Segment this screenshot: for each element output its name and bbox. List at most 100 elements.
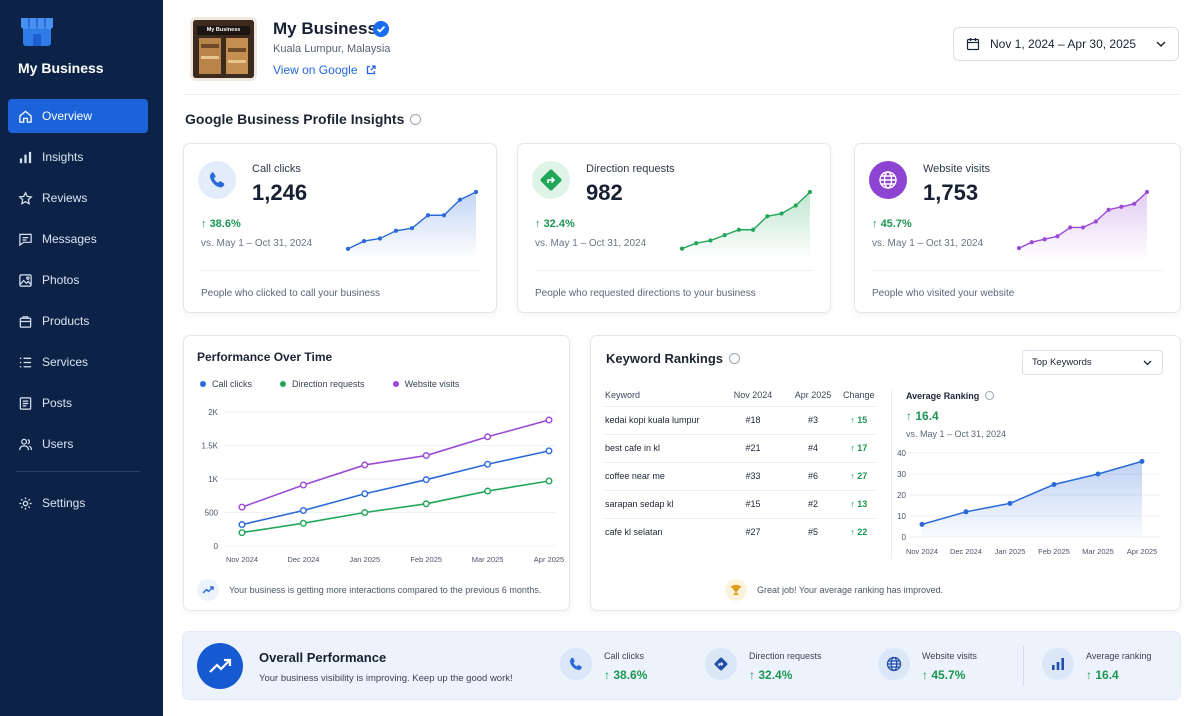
average-ranking-title: Average Ranking [906, 391, 995, 401]
keyword-filter-label: Top Keywords [1032, 357, 1092, 368]
info-icon[interactable] [729, 353, 741, 364]
sparkline-area [348, 192, 476, 260]
overall-item-value: ↑ 38.6% [604, 668, 647, 682]
brand-name: My Business [18, 60, 104, 76]
sparkline-point [361, 238, 367, 244]
sparkline-point [441, 213, 447, 218]
data-point [361, 461, 369, 469]
metric-description: People who requested directions to your … [535, 288, 756, 299]
column-header: Keyword [605, 389, 641, 400]
sidebar-item-insights[interactable]: Insights [8, 140, 148, 174]
info-icon[interactable] [410, 114, 422, 125]
date-range-label: Nov 1, 2024 – Apr 30, 2025 [990, 37, 1137, 51]
x-tick-label: Mar 2025 [1082, 547, 1114, 556]
legend-item[interactable]: Call clicks [200, 379, 266, 389]
up-arrow-icon: ↑ [604, 668, 614, 682]
sidebar-item-label: Reviews [42, 191, 88, 205]
metric-change-value: 32.4% [543, 218, 575, 230]
data-point [361, 490, 369, 498]
change-cell: ↑ 22 [843, 517, 875, 546]
legend-dot [280, 381, 287, 387]
up-arrow-icon: ↑ [850, 499, 858, 509]
metric-label: Website visits [923, 163, 991, 175]
business-name: My Business [273, 19, 377, 38]
legend-label: Website visits [404, 379, 460, 389]
sparkline-point [1055, 234, 1060, 239]
data-point [919, 521, 925, 527]
table-row[interactable]: kedai kopi kuala lumpur #18 #3 ↑ 15 [605, 405, 875, 434]
sparkline-point [1132, 201, 1137, 206]
y-tick-label: 1K [208, 475, 218, 484]
sidebar-item-posts[interactable]: Posts [8, 386, 148, 420]
overall-item-label: Website visits [922, 651, 977, 661]
x-tick-label: Jan 2025 [995, 547, 1026, 556]
trend-up-icon [197, 579, 219, 601]
sidebar-item-users[interactable]: Users [8, 427, 148, 461]
sidebar-item-photos[interactable]: Photos [8, 263, 148, 297]
sidebar-item-overview[interactable]: Overview [8, 99, 148, 133]
table-row[interactable]: coffee near me #33 #6 ↑ 27 [605, 461, 875, 490]
data-point [299, 506, 307, 514]
sparkline-point [1144, 189, 1150, 195]
up-arrow-icon: ↑ [535, 218, 544, 230]
sidebar-item-settings[interactable]: Settings [8, 486, 148, 520]
legend-label: Direction requests [292, 379, 365, 389]
change-value: 15 [857, 415, 868, 425]
sidebar-item-label: Insights [42, 150, 84, 164]
table-row[interactable]: sarapan sedap kl #15 #2 ↑ 13 [605, 489, 875, 518]
change-cell: ↑ 15 [843, 405, 875, 434]
legend-dot [200, 381, 206, 387]
metric-description: People who visited your website [872, 288, 1015, 299]
data-point [484, 487, 492, 495]
home-icon [19, 109, 32, 123]
average-ranking-chart: 0 10 20 30 40 Nov 2024 Dec 2024 Jan 2025 Feb 202… [897, 449, 1160, 556]
star-icon [18, 190, 33, 205]
sparkline-point [377, 236, 383, 241]
apr-rank-cell: #4 [783, 433, 843, 462]
keyword-rankings-title: Keyword Rankings [606, 351, 741, 366]
apr-rank-cell: #2 [783, 489, 843, 518]
table-row[interactable]: best cafe in kl #21 #4 ↑ 17 [605, 433, 875, 462]
sidebar-item-products[interactable]: Products [8, 304, 148, 338]
data-point [238, 521, 246, 529]
ranking-area [922, 461, 1142, 537]
sparkline-area [1019, 192, 1147, 260]
sidebar-item-services[interactable]: Services [8, 345, 148, 379]
sidebar-item-messages[interactable]: Messages [8, 222, 148, 256]
date-range-picker[interactable]: Nov 1, 2024 – Apr 30, 2025 [953, 27, 1179, 61]
list-icon [19, 357, 32, 367]
nov-rank-cell: #33 [723, 461, 783, 490]
card-divider [872, 270, 1163, 271]
overall-item-label: Direction requests [749, 651, 822, 661]
column-header: Change [843, 389, 875, 400]
sidebar-item-reviews[interactable]: Reviews [8, 181, 148, 215]
keyword-cell: coffee near me [605, 461, 723, 490]
sparkline-point [1029, 240, 1034, 245]
change-cell: ↑ 13 [843, 489, 875, 518]
overall-call-clicks: Call clicks ↑ 38.6% [560, 648, 647, 682]
up-arrow-icon: ↑ [850, 471, 858, 481]
info-icon[interactable] [985, 391, 995, 400]
y-tick-label: 1.5K [202, 442, 219, 451]
sparkline-point [708, 238, 713, 243]
data-point [1095, 471, 1101, 477]
sidebar-item-label: Photos [42, 273, 80, 287]
metric-change: ↑ 32.4% [535, 218, 575, 230]
average-ranking-number: 16.4 [915, 409, 939, 423]
change-value: 22 [857, 527, 868, 538]
series-line [241, 450, 550, 526]
data-point [1007, 500, 1013, 506]
legend-item[interactable]: Direction requests [280, 379, 379, 389]
view-on-google-link[interactable]: View on Google [273, 63, 376, 77]
sidebar-item-label: Overview [42, 109, 93, 123]
data-point [422, 500, 430, 508]
y-tick-label: 0 [902, 533, 907, 542]
data-point [545, 447, 553, 455]
keyword-filter-dropdown[interactable]: Top Keywords [1022, 350, 1163, 375]
table-row[interactable]: cafe kl selatan #27 #5 ↑ 22 [605, 517, 875, 546]
legend-item[interactable]: Website visits [392, 379, 474, 389]
keyword-cell: kedai kopi kuala lumpur [605, 405, 723, 434]
y-tick-label: 20 [897, 491, 906, 500]
data-point [1139, 458, 1145, 464]
performance-line-chart: 0 500 1K 1.5K 2K Nov 2024 Dec 2024 Jan 2025 Feb … [202, 408, 564, 564]
